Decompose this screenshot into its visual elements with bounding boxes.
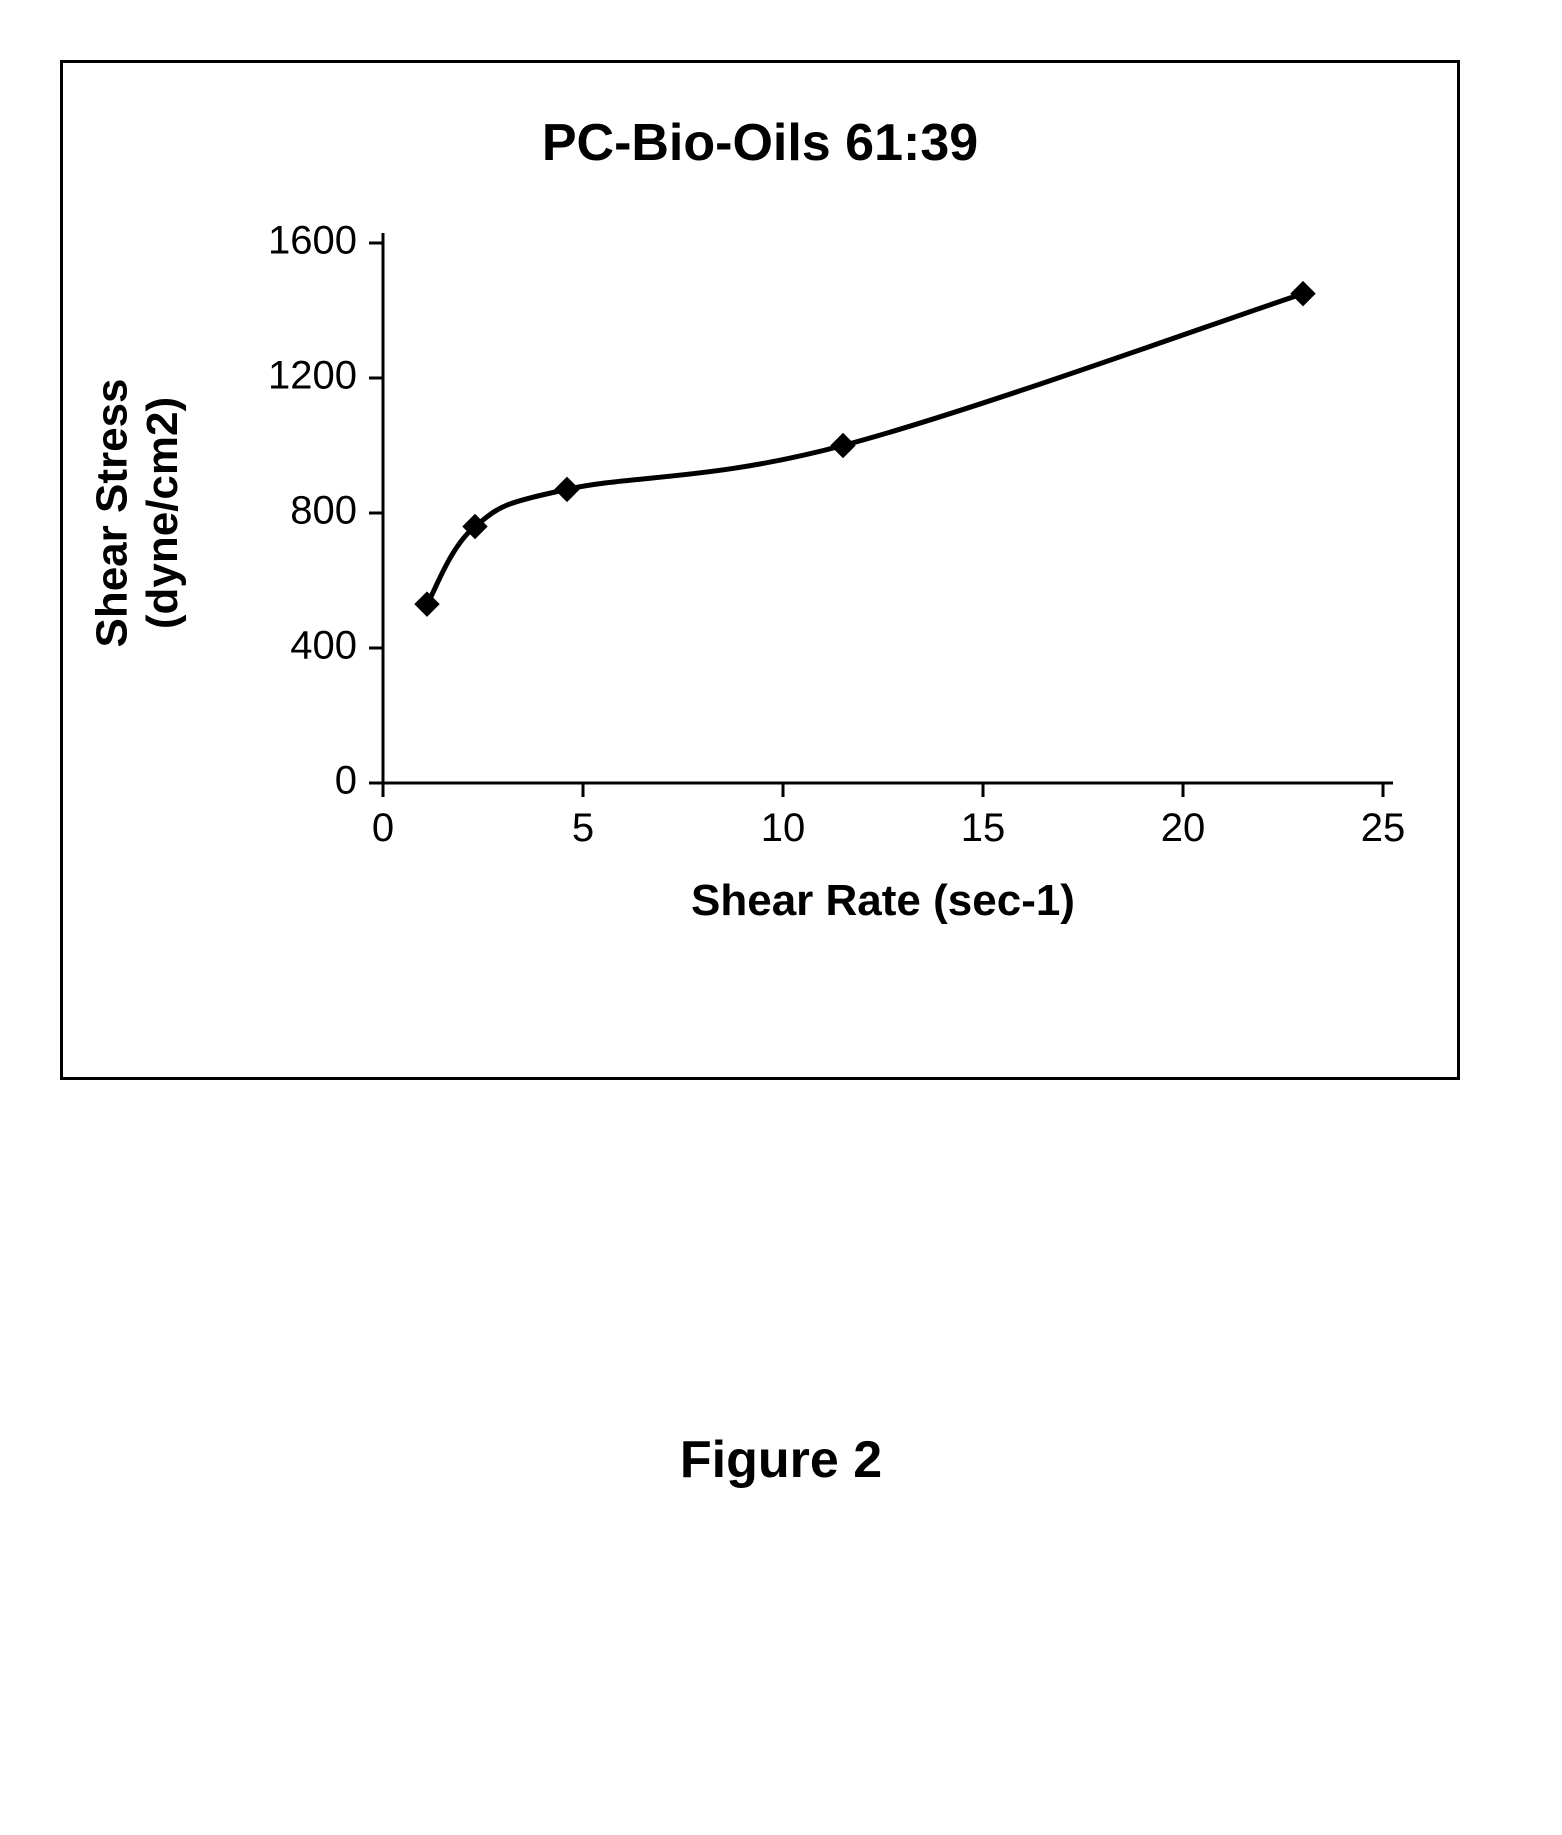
page: PC-Bio-Oils 61:39 0400800120016000510152… (0, 0, 1562, 1835)
svg-text:15: 15 (961, 806, 1006, 850)
chart-svg: 0 400 800 1200 1600 0 5 10 15 20 25 Shear Rate (sec… (63, 63, 1457, 1077)
chart-frame: PC-Bio-Oils 61:39 0400800120016000510152… (60, 60, 1460, 1080)
chart-svg-container: 0 400 800 1200 1600 0 5 10 15 20 25 Shear Rate (sec… (63, 63, 1457, 1077)
svg-text:10: 10 (761, 806, 806, 850)
svg-text:400: 400 (290, 624, 357, 668)
svg-text:800: 800 (290, 489, 357, 533)
svg-text:Shear Rate (sec-1): Shear Rate (sec-1) (691, 876, 1075, 925)
svg-text:0: 0 (335, 759, 357, 803)
svg-text:25: 25 (1361, 806, 1406, 850)
svg-text:(dyne/cm2): (dyne/cm2) (138, 397, 187, 629)
figure-caption: Figure 2 (0, 1430, 1562, 1490)
svg-text:0: 0 (372, 806, 394, 850)
svg-text:5: 5 (572, 806, 594, 850)
svg-text:1200: 1200 (268, 354, 357, 398)
svg-text:1600: 1600 (268, 219, 357, 263)
svg-text:20: 20 (1161, 806, 1206, 850)
svg-text:Shear Stress: Shear Stress (87, 378, 136, 647)
